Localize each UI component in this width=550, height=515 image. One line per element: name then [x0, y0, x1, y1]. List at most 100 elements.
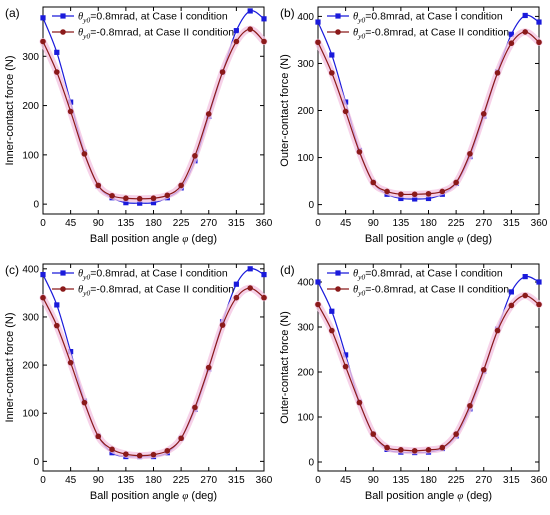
legend-subscript: y0: [82, 289, 90, 298]
data-point-circle: [522, 29, 528, 35]
y-tick-label: 300: [297, 323, 314, 334]
legend-subscript: y0: [357, 16, 365, 25]
legend-entry-2: θy0=-0.8mrad, at Case II condition: [78, 27, 234, 41]
y-tick-label: 400: [297, 278, 314, 289]
y-tick-label: 200: [297, 106, 314, 117]
data-point-circle: [178, 435, 184, 442]
data-point-circle: [205, 364, 212, 371]
panel-label: (a): [5, 6, 20, 20]
legend-subscript: y0: [82, 32, 90, 41]
data-point-circle: [261, 38, 267, 45]
x-axis-label-symbol: φ: [182, 490, 188, 502]
data-point-circle: [54, 69, 60, 75]
x-tick-label: 0: [315, 475, 321, 486]
y-tick-label: 100: [297, 413, 314, 424]
series-halo: [314, 28, 543, 198]
data-point-square: [343, 352, 349, 358]
data-point-square: [315, 279, 321, 285]
x-tick-label: 45: [340, 218, 352, 229]
y-axis-label: Outer-contact force (N): [279, 54, 291, 166]
x-tick-label: 90: [368, 475, 380, 486]
panel-c: 0 45 90 135 180 225 270 315 360 0 100 200 300 400 Ball…: [0, 257, 275, 514]
data-point-circle: [178, 182, 184, 189]
legend-symbol: θ: [78, 28, 83, 39]
data-point-circle: [109, 192, 115, 199]
y-tick-label: 300: [22, 312, 39, 323]
y-axis-label: Inner-contact force (N): [4, 312, 16, 422]
x-tick-label: 315: [503, 218, 520, 229]
data-point-square: [425, 195, 432, 202]
panel-label: (c): [5, 263, 19, 277]
y-axis-label: Inner-contact force (N): [4, 55, 16, 165]
legend-marker-circle: [60, 286, 66, 292]
legend-entry-2: θy0=-0.8mrad, at Case II condition: [78, 284, 234, 298]
series-halo: [314, 292, 543, 455]
legend-text: =0.8mrad, at Case I condition: [90, 11, 228, 23]
y-tick-label: 0: [308, 458, 314, 469]
x-tick-label: 225: [448, 475, 465, 486]
data-point-circle: [480, 110, 487, 117]
legend-symbol: θ: [78, 12, 83, 23]
data-point-circle: [494, 70, 501, 76]
data-point-circle: [370, 431, 377, 437]
legend-symbol: θ: [353, 28, 358, 39]
chart-a: 0 45 90 135 180 225 270 315 360 0 100 200 300 Ball po…: [4, 6, 273, 245]
legend-symbol: θ: [78, 285, 83, 296]
series-line-1: [42, 10, 265, 204]
data-point-circle: [453, 179, 459, 186]
data-point-circle: [508, 302, 515, 309]
x-axis-label-unit: (deg): [463, 233, 492, 245]
x-tick-label: 45: [340, 475, 352, 486]
data-point-circle: [329, 70, 335, 76]
x-tick-label: 225: [448, 218, 465, 229]
data-point-circle: [136, 452, 143, 459]
y-tick-label: 0: [33, 200, 39, 211]
data-point-circle: [219, 69, 226, 75]
data-point-circle: [398, 191, 404, 198]
y-tick-label: 100: [22, 150, 39, 161]
data-point-square: [329, 52, 335, 58]
data-point-circle: [233, 294, 240, 301]
series-line-1: [317, 14, 540, 200]
data-point-circle: [494, 327, 501, 334]
x-axis-label-text: Ball position angle: [365, 233, 457, 245]
data-point-square: [522, 274, 528, 280]
panel-label: (d): [280, 263, 295, 277]
data-point-circle: [81, 399, 88, 406]
y-tick-label: 200: [297, 368, 314, 379]
legend-marker-square: [60, 13, 66, 19]
x-tick-label: 45: [65, 218, 77, 229]
x-axis-label-unit: (deg): [188, 233, 217, 245]
data-point-circle: [123, 451, 129, 457]
data-point-square: [508, 289, 514, 295]
x-tick-label: 270: [475, 218, 492, 229]
data-point-square: [247, 266, 253, 272]
x-tick-label: 270: [200, 218, 217, 229]
x-axis-label-symbol: φ: [457, 233, 463, 245]
legend-marker-circle: [335, 29, 341, 35]
x-axis-label: Ball position angle φ (deg): [90, 490, 217, 502]
x-tick-label: 180: [145, 218, 162, 229]
x-axis-label-unit: (deg): [188, 490, 217, 502]
data-point-circle: [150, 451, 157, 458]
y-tick-label: 300: [22, 52, 39, 63]
x-axis-label: Ball position angle φ (deg): [365, 233, 492, 245]
legend-subscript: y0: [357, 289, 365, 298]
data-point-circle: [425, 447, 432, 453]
data-point-circle: [439, 444, 446, 451]
data-point-circle: [109, 446, 115, 453]
data-point-circle: [67, 359, 74, 366]
x-tick-label: 315: [503, 475, 520, 486]
legend-text: =0.8mrad, at Case I condition: [365, 11, 503, 23]
y-tick-label: 200: [22, 101, 39, 112]
data-point-circle: [522, 292, 528, 299]
panel-d: 0 45 90 135 180 225 270 315 360 0 100 200 300 400 Ball…: [275, 257, 550, 514]
series-line-1: [317, 275, 540, 454]
x-tick-label: 360: [256, 218, 273, 229]
data-point-circle: [536, 39, 542, 46]
x-tick-label: 0: [40, 475, 46, 486]
data-point-circle: [192, 153, 198, 159]
data-point-square: [40, 15, 46, 21]
x-tick-label: 135: [393, 475, 410, 486]
x-tick-label: 270: [200, 475, 217, 486]
